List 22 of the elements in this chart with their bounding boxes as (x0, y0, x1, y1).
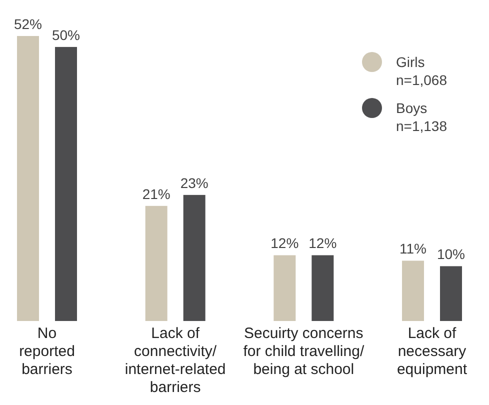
bar (312, 255, 334, 321)
data-label: 23% (180, 174, 208, 191)
data-label: 12% (308, 235, 337, 252)
bar (440, 266, 462, 321)
x-tick-label: Secuirty concerns for child travelling/ being at school (243, 325, 365, 378)
data-label: 10% (436, 246, 466, 262)
bar (145, 206, 168, 321)
data-label: 11% (400, 240, 426, 257)
x-tick-label: Lack of necessary equipment (396, 325, 468, 378)
legend-label: Girls n=1,068 (396, 54, 448, 88)
bar (183, 194, 206, 321)
data-label: 21% (142, 186, 170, 202)
data-label: 12% (270, 235, 299, 252)
x-tick-label: No reported barriers (19, 325, 75, 378)
data-label: 52% (14, 16, 42, 32)
data-label: 50% (52, 26, 80, 43)
legend-label: Boys n=1,138 (396, 100, 448, 134)
bar (274, 255, 296, 321)
x-tick-label: Lack of connectivity/ internet-related barriers (124, 325, 226, 396)
bar (17, 36, 39, 321)
bar (55, 46, 77, 321)
bar (402, 260, 424, 321)
